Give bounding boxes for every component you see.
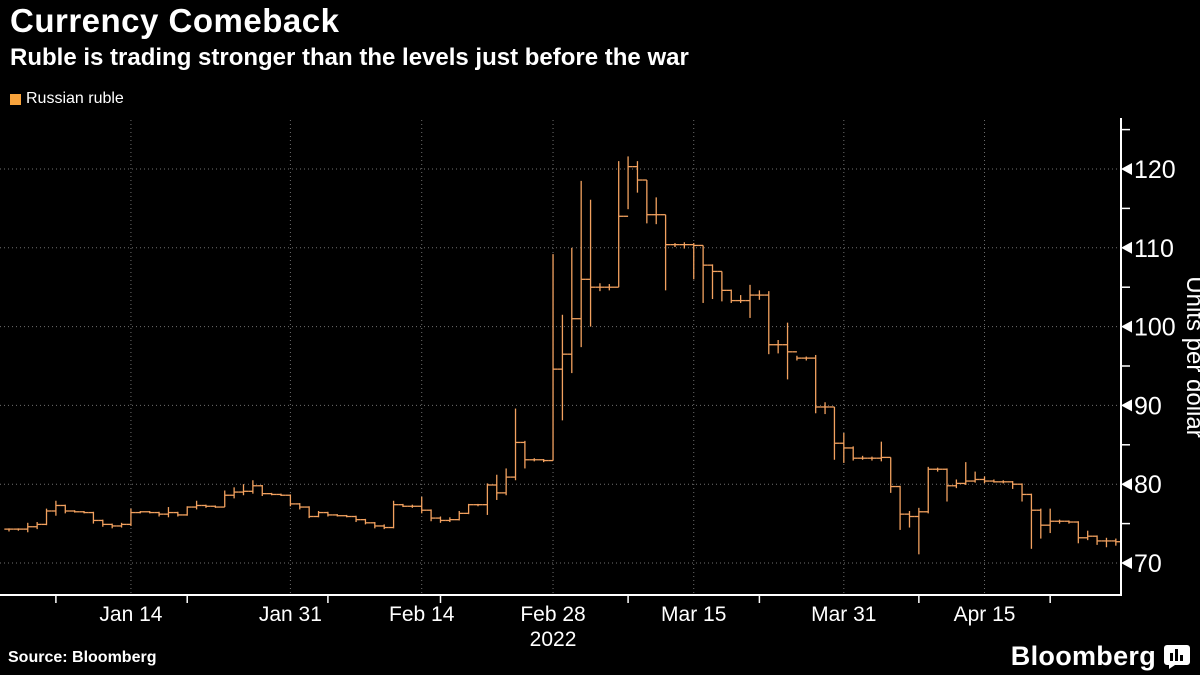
y-tick-label: 70 [1134, 550, 1162, 578]
x-tick-label: Jan 31 [259, 603, 322, 626]
y-tick-arrow [1121, 557, 1132, 569]
y-tick-label: 110 [1134, 235, 1174, 263]
x-tick-label: Jan 14 [99, 603, 162, 626]
y-tick-arrow [1121, 241, 1132, 254]
y-tick-arrow [1121, 163, 1132, 175]
page-title: Currency Comeback [10, 2, 340, 39]
x-year-label: 2022 [530, 628, 577, 651]
x-tick-label: Mar 31 [811, 603, 876, 626]
y-tick-label: 100 [1134, 314, 1176, 342]
bloomberg-terminal-icon [1164, 644, 1190, 669]
page-subtitle: Ruble is trading stronger than the level… [10, 44, 689, 71]
source-note: Source: Bloomberg [8, 649, 157, 666]
bloomberg-wordmark: Bloomberg [1010, 641, 1156, 671]
y-tick-arrow [1121, 478, 1132, 491]
legend: Russian ruble [10, 90, 124, 108]
x-tick-label: Feb 28 [520, 603, 585, 626]
bloomberg-logo: Bloomberg [1011, 641, 1190, 672]
legend-label: Russian ruble [26, 90, 124, 107]
y-tick-label: 90 [1134, 392, 1162, 420]
x-tick-label: Feb 14 [389, 603, 455, 626]
x-tick-label: Apr 15 [954, 603, 1016, 626]
y-tick-label: 80 [1134, 471, 1162, 499]
legend-swatch-icon [10, 93, 21, 105]
y-tick-label: 120 [1134, 156, 1176, 184]
y-tick-arrow [1121, 320, 1132, 333]
y-axis-title: Units per dollar [1181, 276, 1200, 437]
y-tick-arrow [1121, 399, 1132, 412]
x-tick-label: Mar 15 [661, 603, 726, 626]
